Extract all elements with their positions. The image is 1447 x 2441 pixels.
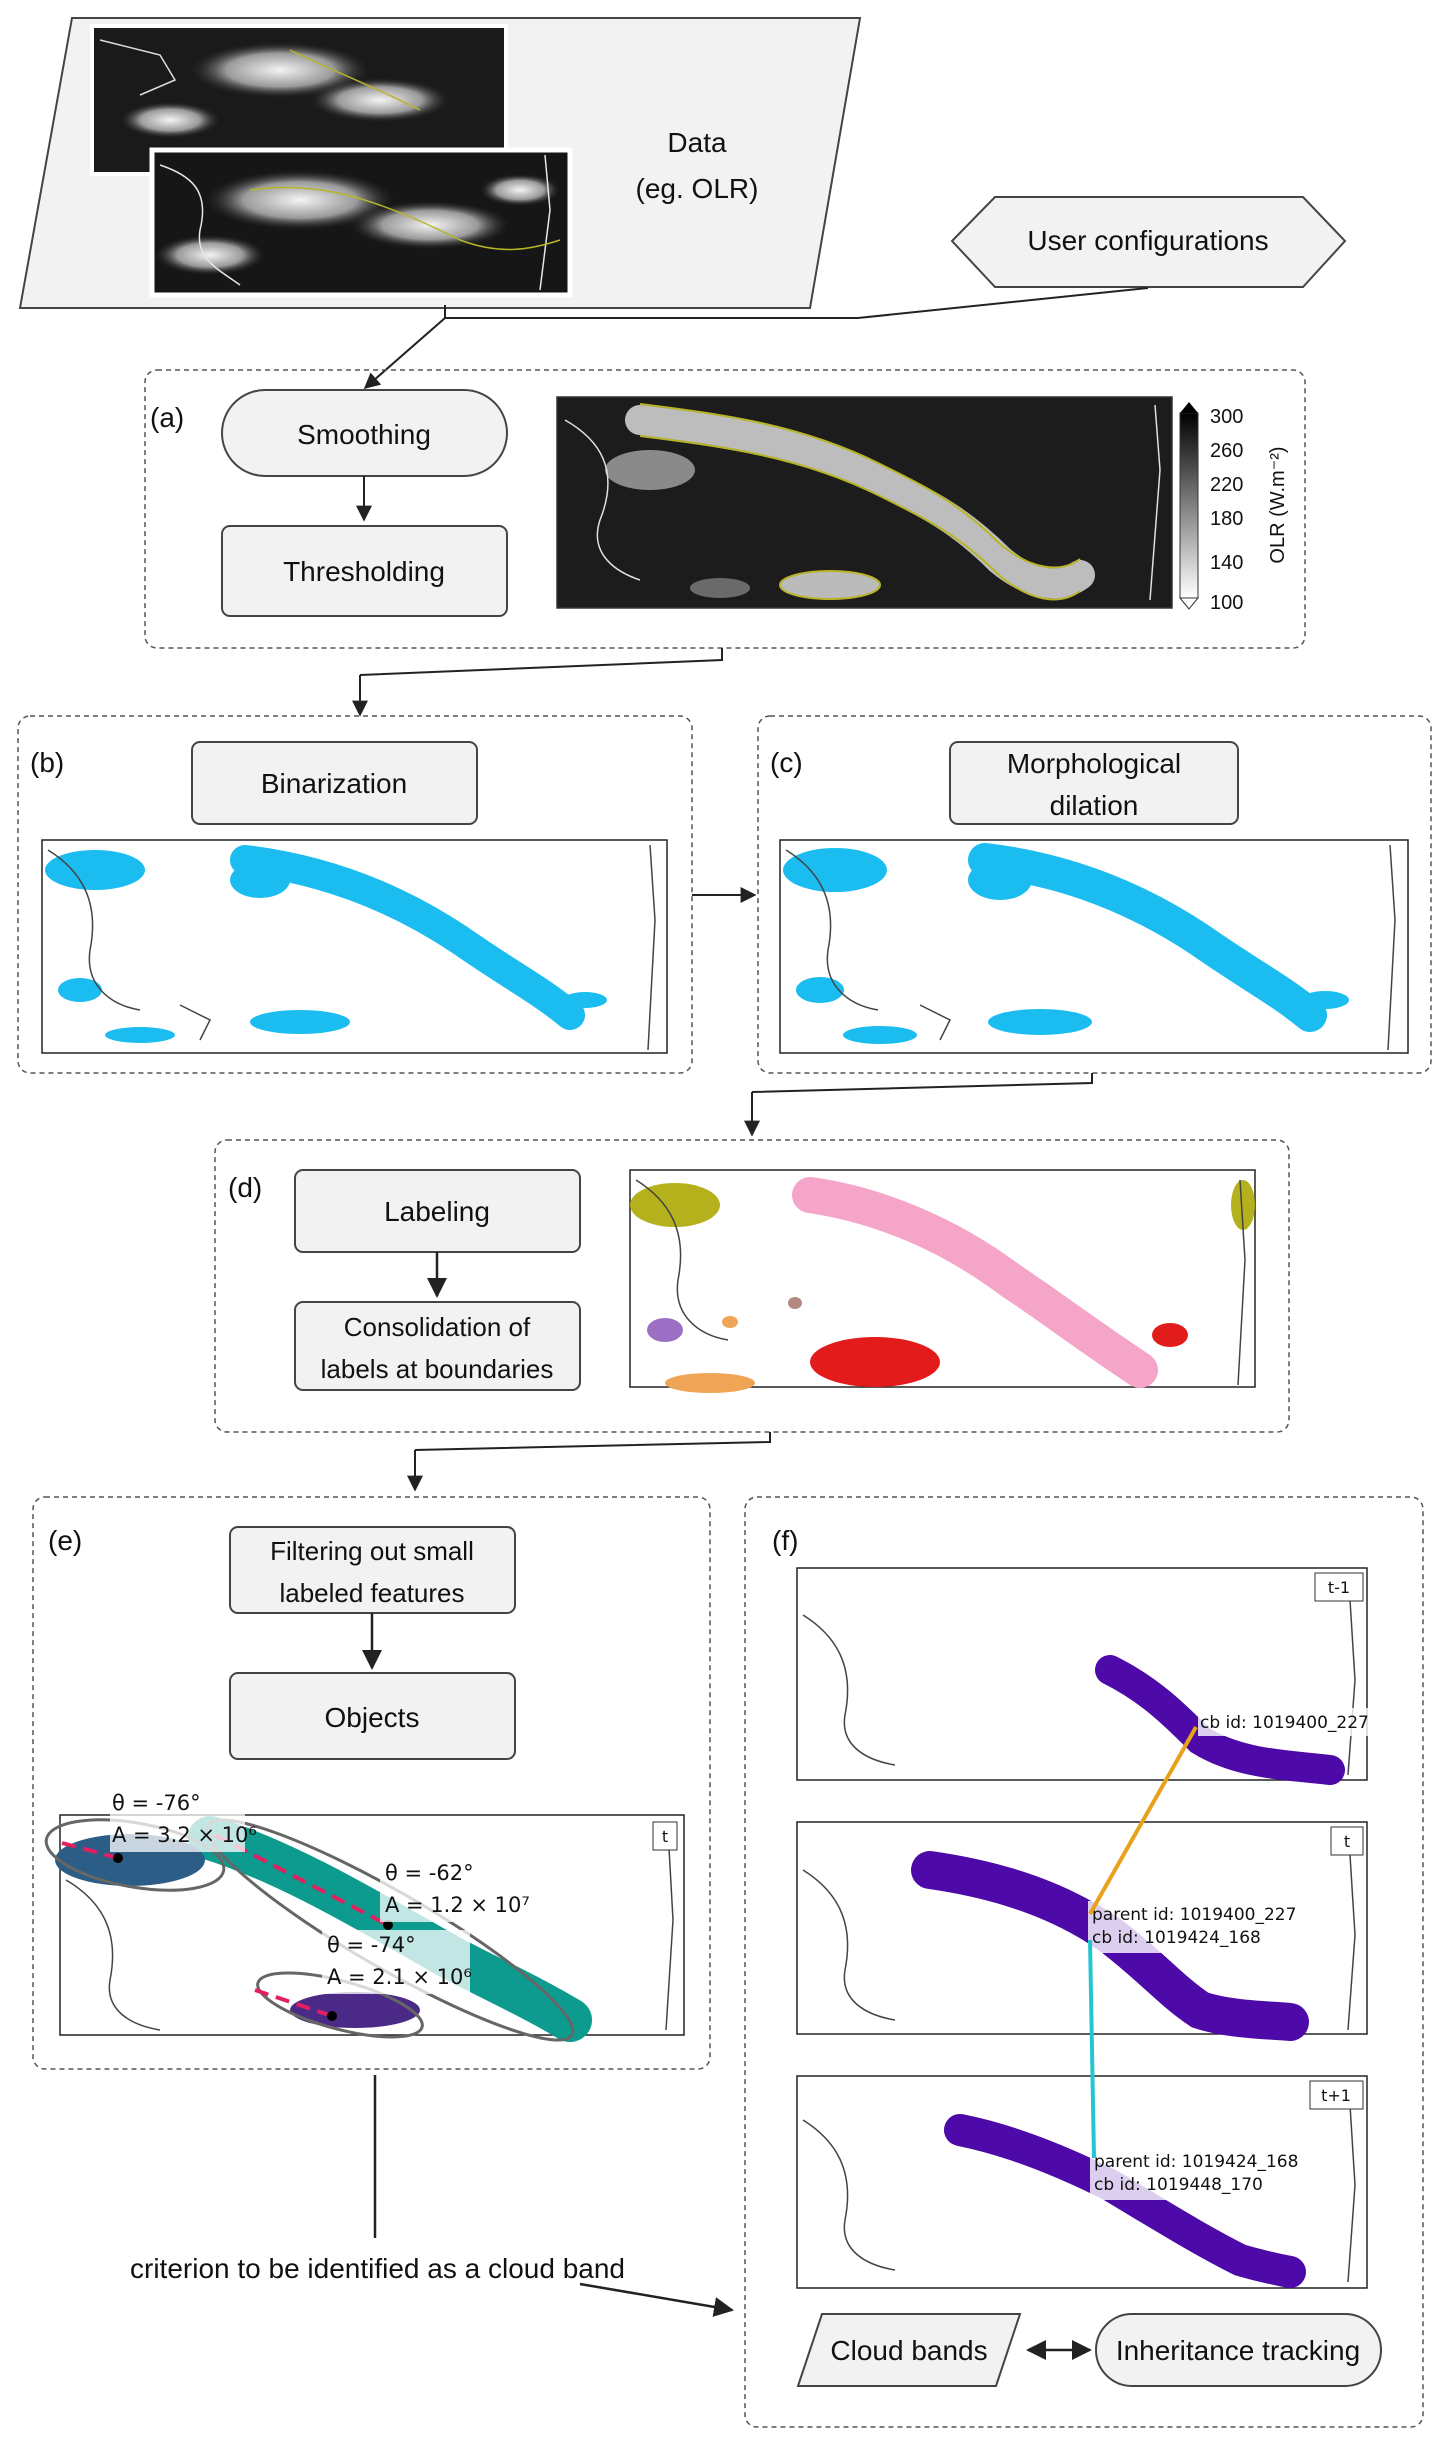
connector-a-b [359, 648, 723, 676]
user-configurations-shape: User configurations [950, 196, 1347, 288]
dilation-label-line2: dilation [1050, 790, 1139, 821]
binarized-map [41, 839, 668, 1054]
panel-d: (d) Labeling Consolidation of labels at … [214, 1139, 1290, 1433]
colorbar-tick: 260 [1210, 440, 1243, 462]
panel-e-tag: (e) [48, 1525, 82, 1556]
olr-colorbar: 300 260 220 180 140 100 OLR (W.m⁻²) [1178, 402, 1289, 614]
object-theta-label: θ = -74° [327, 1933, 416, 1957]
colorbar-tick: 180 [1210, 508, 1243, 530]
connector-d-e [414, 1432, 771, 1451]
arrow-criterion [579, 2282, 734, 2317]
thresholding-step [221, 525, 508, 617]
cb-id-label: cb id: 1019400_227 [1200, 1713, 1369, 1733]
parent-id-label: parent id: 1019400_227 [1092, 1905, 1296, 1925]
smoothing-label: Smoothing [297, 419, 431, 450]
dilation-step [949, 741, 1239, 825]
panel-f: (f) cb id: 1019400_227 t-1 parent id: 10… [744, 1496, 1424, 2428]
cloud-bands-label: Cloud bands [830, 2335, 987, 2366]
dilated-map [779, 839, 1409, 1054]
connector-c-d [751, 1073, 1093, 1093]
olr-thresholded-map [556, 396, 1173, 609]
data-label-line2: (eg. OLR) [636, 173, 759, 204]
time-tag: t [662, 1827, 668, 1846]
objects-map: θ = -76° A = 3.2 × 10⁶ θ = -62° A = 1.2 … [44, 1788, 685, 2042]
data-input-shape: Data (eg. OLR) [18, 17, 862, 309]
olr-satellite-image-front [149, 147, 573, 298]
panel-a: (a) Smoothing Thresholding 300 260 220 [144, 369, 1306, 649]
binarization-label: Binarization [261, 768, 407, 799]
object-area-label: A = 1.2 × 10⁷ [385, 1893, 530, 1917]
panel-c: (c) Morphological dilation [757, 715, 1432, 1074]
colorbar-tick: 100 [1210, 592, 1243, 614]
inheritance-tracking-label: Inheritance tracking [1116, 2335, 1360, 2366]
criterion-label: criterion to be identified as a cloud ba… [130, 2253, 625, 2284]
tracking-map-previous: cb id: 1019400_227 t-1 [796, 1567, 1380, 1785]
labeled-map [629, 1169, 1256, 1393]
tracking-map-next: parent id: 1019424_168 cb id: 1019448_17… [796, 2075, 1368, 2289]
panel-b-tag: (b) [30, 747, 64, 778]
time-tag: t [1344, 1832, 1350, 1851]
objects-step [229, 1672, 516, 1760]
user-configurations-label: User configurations [1027, 225, 1268, 256]
panel-a-tag: (a) [150, 402, 184, 433]
arrow-to-panel-a [363, 317, 446, 390]
panel-b: (b) Binarization [17, 715, 693, 1074]
filtering-label-line2: labeled features [279, 1578, 464, 1608]
parent-id-label: parent id: 1019424_168 [1094, 2152, 1298, 2172]
connector-inputs [444, 287, 1149, 319]
cb-id-label: cb id: 1019448_170 [1094, 2175, 1263, 2195]
panel-f-tag: (f) [772, 1525, 798, 1556]
object-area-label: A = 3.2 × 10⁶ [112, 1823, 257, 1847]
filtering-label-line1: Filtering out small [270, 1536, 474, 1566]
cb-id-label: cb id: 1019424_168 [1092, 1928, 1261, 1948]
thresholding-label: Thresholding [283, 556, 445, 587]
link-current-to-next [1088, 1939, 1096, 2159]
panel-d-tag: (d) [228, 1172, 262, 1203]
panel-e: (e) Filtering out small labeled features… [32, 1496, 711, 2070]
data-label-line1: Data [667, 127, 727, 158]
object-theta-label: θ = -62° [385, 1861, 474, 1885]
colorbar-label: OLR (W.m⁻²) [1267, 446, 1289, 563]
object-theta-label: θ = -76° [112, 1791, 201, 1815]
colorbar-tick: 140 [1210, 552, 1243, 574]
dilation-label-line1: Morphological [1007, 748, 1181, 779]
colorbar-tick: 220 [1210, 474, 1243, 496]
labeling-label: Labeling [384, 1196, 490, 1227]
consolidation-label-line2: labels at boundaries [321, 1354, 554, 1384]
time-tag: t-1 [1328, 1578, 1350, 1597]
objects-label: Objects [325, 1702, 420, 1733]
time-tag: t+1 [1321, 2086, 1351, 2105]
cloud-bands-output [796, 2313, 1022, 2387]
inheritance-tracking-step [1095, 2313, 1382, 2387]
tracking-map-current: parent id: 1019400_227 cb id: 1019424_16… [796, 1821, 1368, 2041]
object-area-label: A = 2.1 × 10⁶ [327, 1965, 472, 1989]
binarization-step [191, 741, 478, 825]
panel-c-tag: (c) [770, 747, 803, 778]
colorbar-tick: 300 [1210, 406, 1243, 428]
link-previous-to-current [1088, 1726, 1198, 1915]
consolidation-label-line1: Consolidation of [344, 1312, 531, 1342]
consolidation-step [294, 1301, 581, 1391]
